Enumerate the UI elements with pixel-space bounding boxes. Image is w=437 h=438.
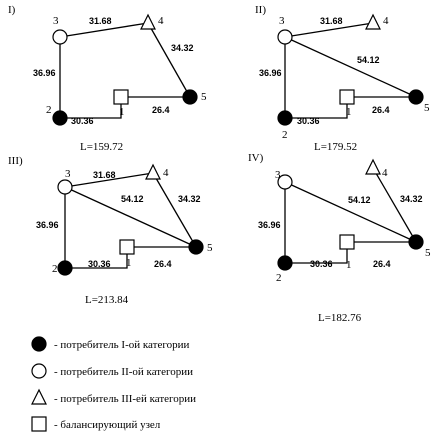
node-label-2: 2	[52, 263, 58, 275]
panel-II: II) 31.68 54.12 36.96 30.36 26.4 3 4 2 1…	[255, 4, 430, 153]
node-label-3: 3	[65, 168, 71, 180]
edge-label-3-5: 54.12	[348, 195, 371, 205]
legend-triangle-icon	[31, 388, 47, 405]
edge-label-2-1: 30.36	[310, 259, 333, 269]
edge-3-5	[284, 181, 417, 243]
node-4-triangle	[365, 13, 381, 30]
node-1-square	[119, 239, 135, 255]
edge-label-3-5: 54.12	[357, 55, 380, 65]
edge-label-4-5: 34.32	[400, 194, 423, 204]
node-label-4: 4	[163, 167, 169, 179]
node-label-5: 5	[424, 102, 430, 114]
edge-2-1	[285, 97, 348, 119]
node-5-black-circle	[188, 239, 204, 255]
panel-label: III)	[8, 155, 23, 167]
legend: - потребитель I-ой категории - потребите…	[31, 336, 196, 432]
edge-3-5	[64, 186, 197, 248]
edge-4-5	[372, 167, 417, 243]
node-4-triangle	[145, 163, 161, 180]
node-3-white-circle	[57, 179, 73, 195]
node-label-1: 1	[126, 257, 132, 269]
edge-label-4-5: 34.32	[171, 43, 194, 53]
edge-3-4	[59, 22, 149, 38]
node-4-triangle	[140, 13, 156, 30]
edge-3-4	[284, 22, 374, 38]
node-label-4: 4	[383, 15, 389, 27]
legend-item-category-2: - потребитель II-ой категории	[54, 366, 193, 378]
edge-label-3-2: 36.96	[33, 68, 56, 78]
panel-label: IV)	[248, 152, 264, 164]
edge-label-1-5: 26.4	[152, 105, 170, 115]
node-label-1: 1	[346, 259, 352, 271]
panel-total: L=213.84	[85, 294, 129, 306]
legend-square-icon	[31, 416, 47, 432]
legend-black-circle-icon	[31, 336, 47, 352]
node-2-black-circle	[52, 110, 68, 126]
node-label-2: 2	[46, 104, 52, 116]
edge-label-1-5: 26.4	[154, 259, 172, 269]
edge-4-5	[147, 22, 191, 98]
edge-label-3-4: 31.68	[89, 16, 112, 26]
node-label-2: 2	[282, 129, 288, 141]
legend-white-circle-icon	[31, 363, 47, 379]
panel-label: I)	[8, 4, 16, 16]
edge-label-3-2: 36.96	[36, 220, 59, 230]
edge-label-3-2: 36.96	[259, 68, 282, 78]
edge-label-3-4: 31.68	[93, 170, 116, 180]
node-label-2: 2	[276, 272, 282, 284]
node-1-square	[339, 89, 355, 105]
panel-total: L=182.76	[318, 312, 362, 324]
node-5-black-circle	[408, 89, 424, 105]
node-label-4: 4	[382, 167, 388, 179]
panel-IV: IV) 54.12 34.32 36.96 30.36 26.4 3 4 2 1…	[248, 152, 431, 324]
edge-3-4	[64, 172, 154, 188]
node-label-5: 5	[207, 242, 213, 254]
node-3-white-circle	[52, 29, 68, 45]
node-2-black-circle	[277, 255, 293, 271]
edge-4-5	[152, 172, 197, 248]
edge-label-3-2: 36.96	[258, 220, 281, 230]
edge-label-2-1: 30.36	[297, 116, 320, 126]
panel-I: I) 31.68 34.32 36.96 30.36 26.4 3 4 2 1 …	[8, 4, 207, 153]
edge-label-1-5: 26.4	[373, 259, 391, 269]
node-5-black-circle	[408, 234, 424, 250]
node-label-3: 3	[275, 169, 281, 181]
edge-3-5	[284, 36, 417, 98]
node-1-square	[339, 234, 355, 250]
panel-III: III) 31.68 54.12 34.32 36.96 30.36 26.4 …	[8, 155, 213, 306]
node-2-black-circle	[277, 110, 293, 126]
node-label-4: 4	[158, 15, 164, 27]
node-4-triangle	[365, 158, 381, 175]
edge-label-2-1: 30.36	[71, 116, 94, 126]
edge-2-1	[60, 97, 122, 119]
node-3-white-circle	[277, 174, 293, 190]
legend-item-category-1: - потребитель I-ой категории	[54, 339, 189, 351]
node-label-3: 3	[53, 15, 59, 27]
node-label-3: 3	[279, 15, 285, 27]
node-label-5: 5	[425, 247, 431, 259]
edge-label-3-5: 54.12	[121, 194, 144, 204]
node-3-white-circle	[277, 29, 293, 45]
panel-total: L=179.52	[314, 141, 357, 153]
edge-label-4-5: 34.32	[178, 194, 201, 204]
edge-label-1-5: 26.4	[372, 105, 390, 115]
node-label-1: 1	[346, 106, 352, 118]
node-label-1: 1	[119, 106, 125, 118]
edge-label-3-4: 31.68	[320, 16, 343, 26]
node-2-black-circle	[57, 260, 73, 276]
legend-item-category-3: - потребитель III-ей категории	[54, 393, 196, 405]
panel-total: L=159.72	[80, 141, 123, 153]
node-5-black-circle	[182, 89, 198, 105]
edge-label-2-1: 30.36	[88, 259, 111, 269]
legend-item-balancing-node: - балансирующий узел	[54, 419, 161, 431]
node-label-5: 5	[201, 91, 207, 103]
node-1-square	[113, 89, 129, 105]
panel-label: II)	[255, 4, 266, 16]
